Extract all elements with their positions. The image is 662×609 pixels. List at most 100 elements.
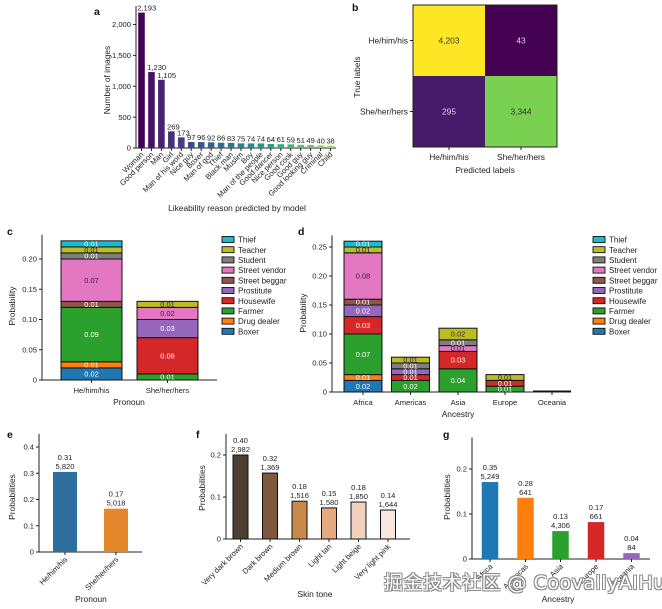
legend-label: Prostitute <box>238 287 272 296</box>
panel-f-ylabel: Probabilities <box>197 465 207 511</box>
panel-e-xlabel: Pronoun <box>75 594 107 604</box>
legend-label: Thief <box>238 236 257 245</box>
bar <box>257 143 265 148</box>
segment-value-label: 0.02 <box>403 382 417 391</box>
y-tick-label: 500 <box>118 113 131 122</box>
panel-letter-c: c <box>7 226 13 238</box>
segment-value-label: 0.01 <box>356 240 370 249</box>
segment-value-label: 0.03 <box>451 356 465 365</box>
panel-e-ylabel: Probabilities <box>7 474 17 520</box>
segment-value-label: 0.02 <box>451 330 465 339</box>
y-tick-label: 0.2 <box>456 465 467 474</box>
y-tick-label: 2,000 <box>112 20 131 29</box>
segment-value-label: 0.02 <box>160 309 174 318</box>
legend-swatch <box>221 246 235 254</box>
bar-value-label: 74 <box>257 134 265 143</box>
bar <box>178 137 185 148</box>
y-tick-label: 0.1 <box>23 521 34 530</box>
y-tick-label: 0 <box>30 548 34 557</box>
segment-value-label: 0.07 <box>84 276 98 285</box>
y-tick-label: 0.10 <box>22 315 37 324</box>
heatmap-cell <box>413 76 485 147</box>
panel-d-xlabel: Ancestry <box>442 409 475 419</box>
panel-g-xlabel: Ancestry <box>542 594 575 604</box>
legend-label: Drug dealer <box>609 317 651 326</box>
segment-value-label: 0.01 <box>356 298 370 307</box>
bar-count-label: 1,516 <box>290 491 309 500</box>
bar <box>207 142 215 148</box>
panel-letter-e: e <box>7 429 13 441</box>
bar-probability-label: 0.14 <box>381 491 396 500</box>
bar <box>481 482 499 559</box>
stacked-bar-segment <box>136 337 199 375</box>
y-tick-label: 0.20 <box>22 255 37 264</box>
bar <box>148 72 155 148</box>
segment-value-label: 0.03 <box>356 321 370 330</box>
segment-value-label: 0.01 <box>84 246 98 255</box>
y-tick-label: 0.3 <box>23 469 34 478</box>
bar <box>53 471 77 552</box>
bar-value-label: 92 <box>207 133 215 142</box>
bar-value-label: 59 <box>287 135 295 144</box>
segment-value-label: 0.01 <box>451 344 465 353</box>
legend-label: Prostitute <box>609 287 643 296</box>
legend-swatch <box>592 266 606 274</box>
bar <box>168 131 175 148</box>
bar <box>623 553 640 559</box>
bar <box>237 143 245 148</box>
panel-d-ylabel: Probability <box>298 293 308 333</box>
legend-swatch <box>592 317 606 325</box>
bar <box>321 507 337 540</box>
bar-value-label: 64 <box>267 135 275 144</box>
legend-swatch <box>221 327 235 335</box>
legend-swatch <box>592 287 606 294</box>
heatmap-cell-label: 43 <box>516 36 526 46</box>
panel-e-pronoun-bars: 0 0.1 0.2 0.3 0.4 0.315,820 He/him/his 0.175,01… <box>23 433 142 592</box>
stacked-bar-segment <box>343 333 383 376</box>
segment-value-label: 0.01 <box>498 379 512 388</box>
x-tick-label: Americas <box>501 562 530 591</box>
stacked-bar-segment <box>60 258 123 302</box>
y-tick-label: 0.20 <box>312 272 327 281</box>
y-tick-label: 0.05 <box>22 345 37 354</box>
bar-count-label: 5,820 <box>55 462 74 471</box>
segment-value-label: 0.01 <box>403 356 417 365</box>
bar <box>380 509 396 540</box>
segment-value-label: 0.01 <box>84 252 98 261</box>
x-tick-label: He/him/his <box>429 152 469 162</box>
y-tick-label: He/him/his <box>368 36 408 46</box>
panel-d-ancestry-stacked-bars: 00.050.100.150.200.250.020.010.070.030.0… <box>312 235 658 407</box>
x-tick-label: Europe <box>493 398 518 407</box>
bar <box>104 508 128 552</box>
stacked-bar-segment <box>391 356 430 364</box>
heatmap-cell <box>485 5 557 76</box>
segment-value-label: 0.01 <box>451 338 465 347</box>
x-tick-label: Light tan <box>306 542 333 569</box>
stacked-bar-segment <box>60 306 123 363</box>
bar-count-label: 2,982 <box>231 445 250 454</box>
panel-f-xlabel: Skin tone <box>298 589 333 599</box>
bar <box>291 500 308 540</box>
y-tick-label: 0.4 <box>23 443 34 452</box>
legend-swatch <box>592 236 606 243</box>
panel-letter-f: f <box>196 429 200 441</box>
bar <box>517 497 534 559</box>
bar-value-label: 83 <box>227 134 235 143</box>
segment-value-label: 0.01 <box>403 373 417 382</box>
bar-probability-label: 0.18 <box>351 483 366 492</box>
x-tick-label: She/her/hers <box>497 152 545 162</box>
legend-swatch <box>592 307 606 315</box>
bar-value-label: 96 <box>197 133 205 142</box>
bar-value-label: 40 <box>316 137 324 146</box>
bar <box>317 145 324 148</box>
bar-probability-label: 0.31 <box>58 453 73 462</box>
y-tick-label: 0.2 <box>23 495 34 504</box>
y-tick-label: 1,500 <box>112 51 131 60</box>
panel-b-confusion-matrix: 4,203 43 295 3,344 He/him/his She/her/hers He/… <box>360 4 558 162</box>
bar-count-label: 1,850 <box>349 492 368 501</box>
bar <box>217 142 225 148</box>
bar-probability-label: 0.17 <box>589 503 604 512</box>
